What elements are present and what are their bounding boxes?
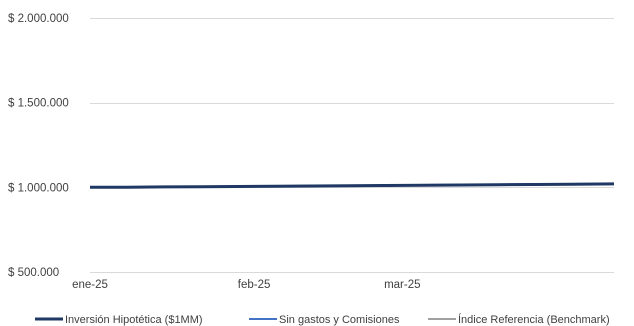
legend-label: Sin gastos y Comisiones <box>279 314 400 326</box>
y-tick-label: $ 1.500.000 <box>8 98 69 110</box>
y-tick-label: $ 500.000 <box>8 267 59 279</box>
series-line <box>89 182 615 189</box>
y-tick-label: $ 1.000.000 <box>8 182 69 194</box>
gridlines <box>90 18 614 273</box>
legend-label: Índice Referencia (Benchmark) <box>458 313 610 326</box>
series-lines <box>89 182 615 189</box>
y-axis-tick-labels: $ 500.000 $ 1.000.000 $ 1.500.000 $ 2.000.0… <box>8 13 69 279</box>
x-tick-label: mar-25 <box>384 279 420 291</box>
legend-label: Inversión Hipotética ($1MM) <box>65 314 203 326</box>
x-tick-label: ene-25 <box>72 279 108 291</box>
x-axis-tick-labels: ene-25 feb-25 mar-25 <box>72 279 420 291</box>
x-tick-label: feb-25 <box>238 279 271 291</box>
y-tick-label: $ 2.000.000 <box>8 13 69 25</box>
legend: Inversión Hipotética ($1MM) Sin gastos y … <box>35 313 610 326</box>
